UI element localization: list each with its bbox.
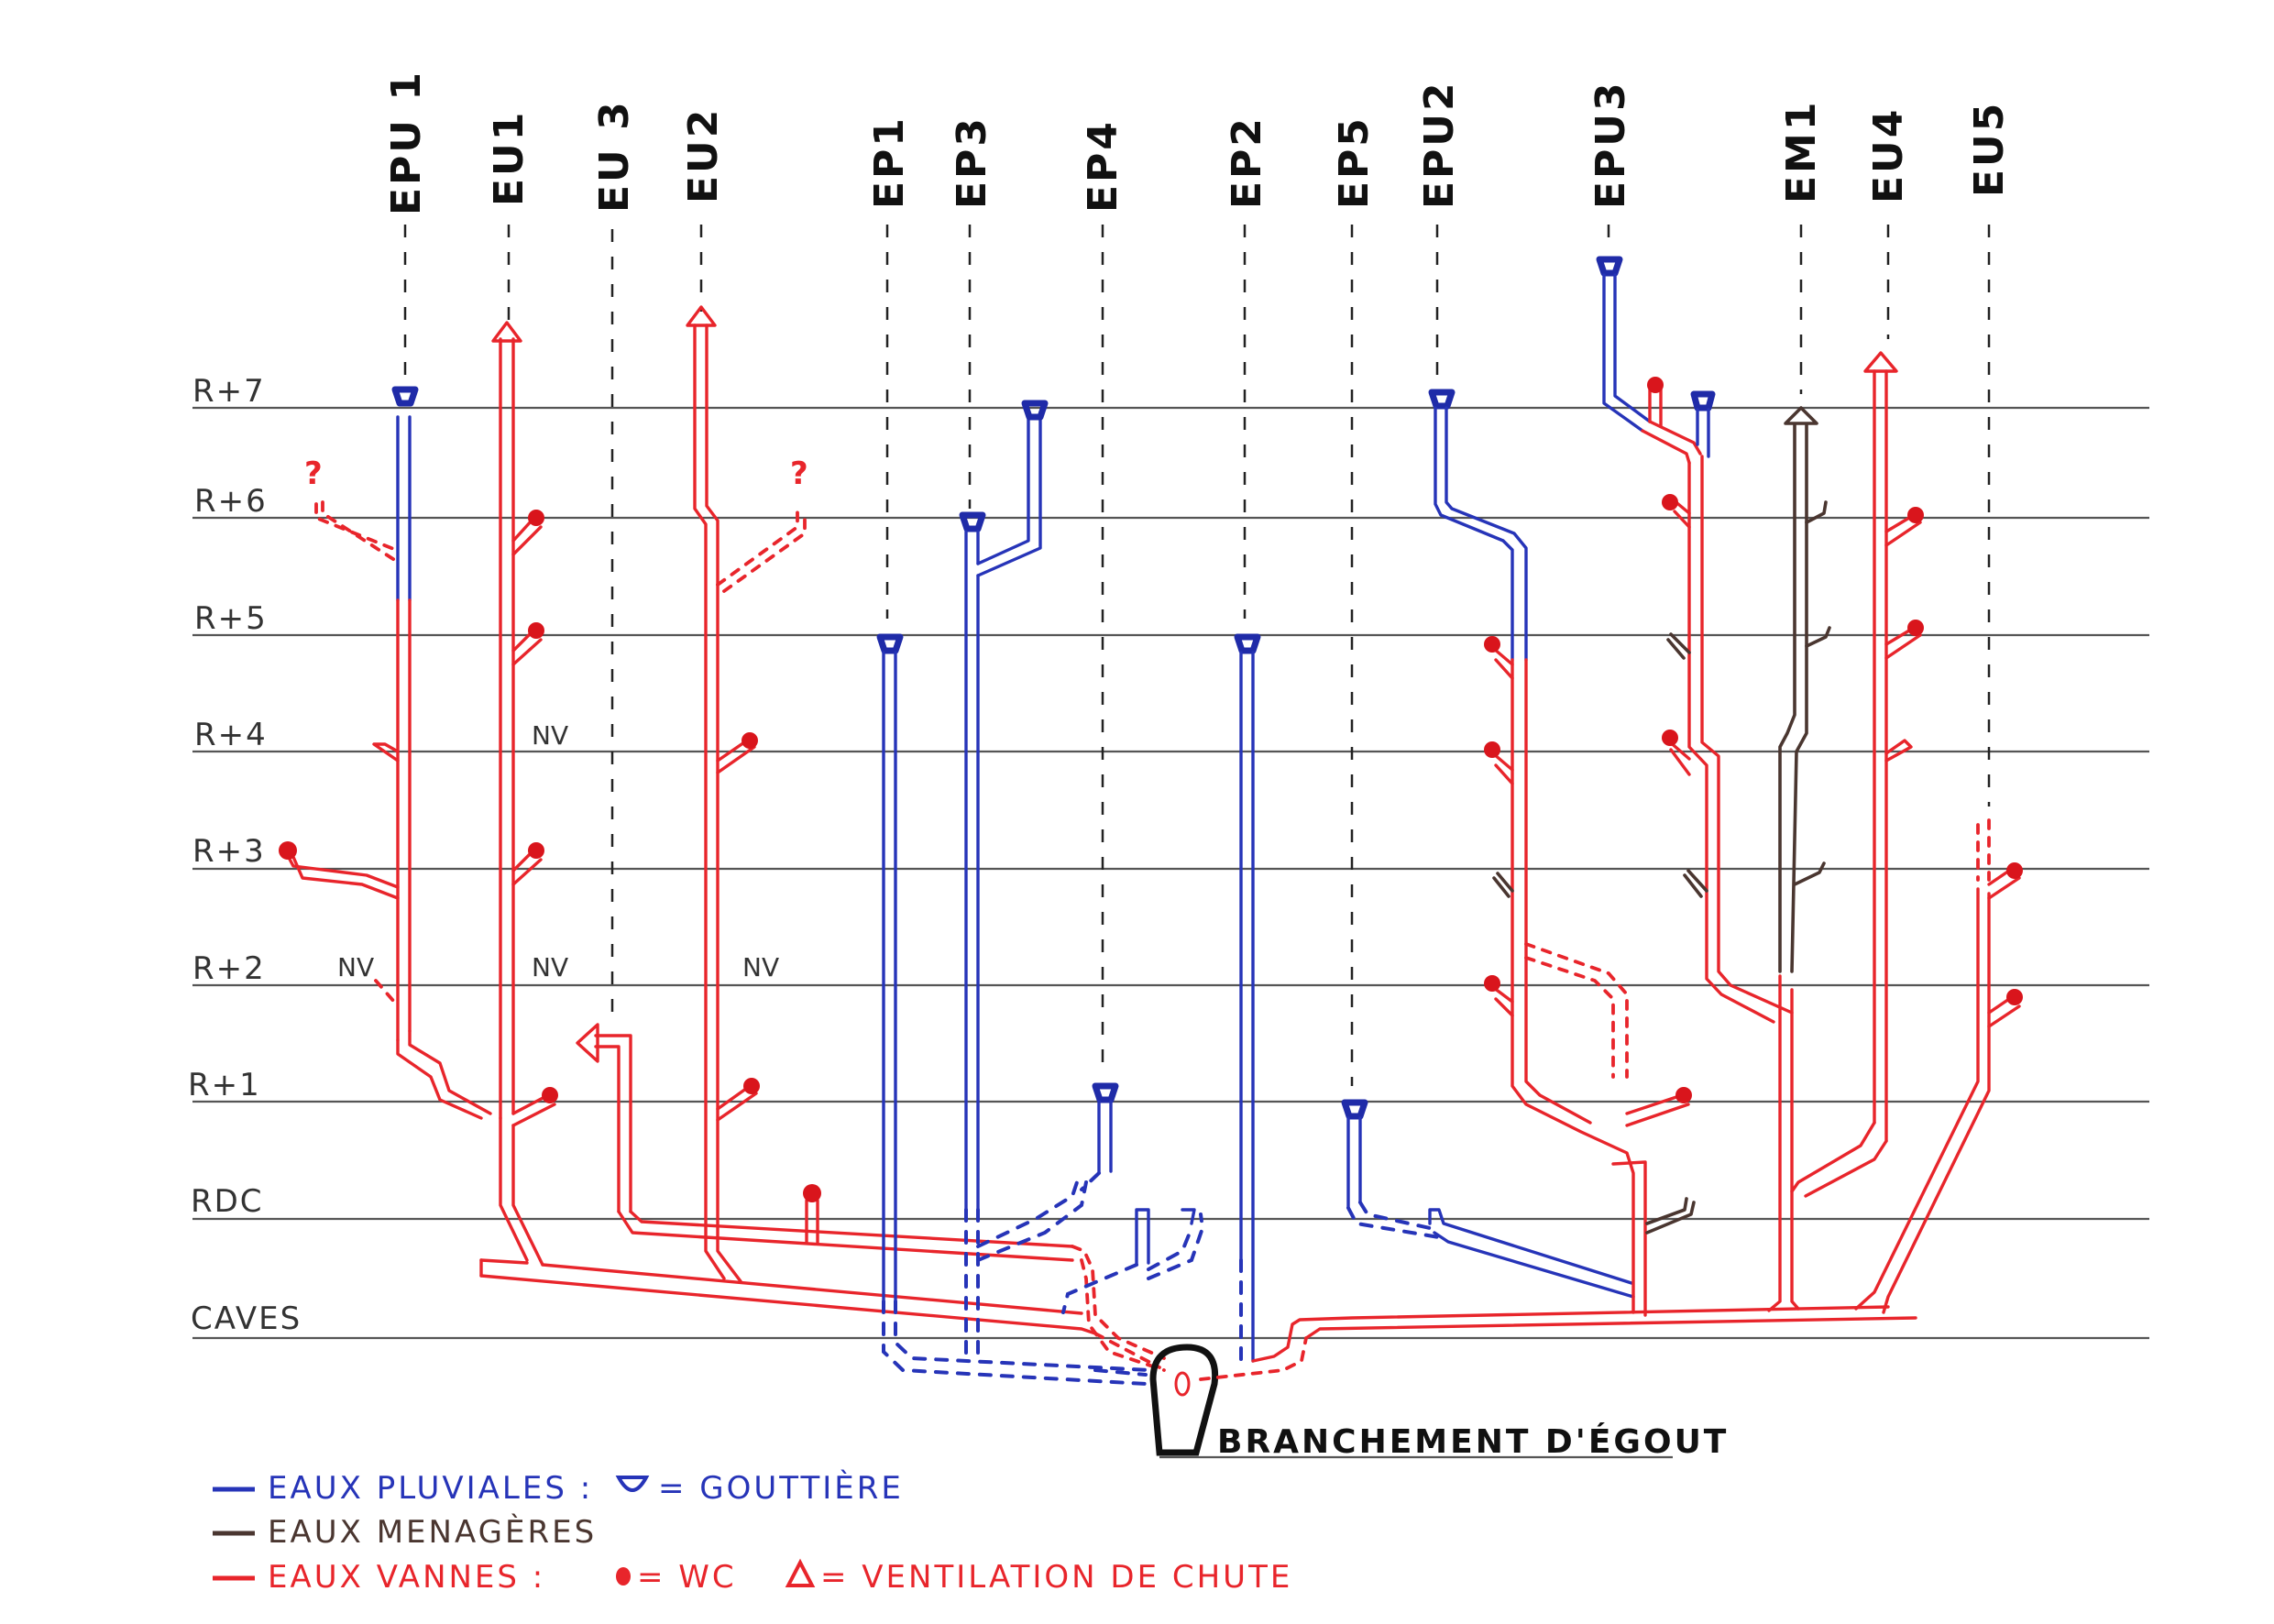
column-eu1: NV NV	[479, 321, 568, 1278]
gutter-icon	[1341, 1099, 1368, 1120]
collector-left	[479, 1245, 1166, 1372]
floor-label: R+6	[194, 483, 268, 520]
unknown-marker: ?	[304, 455, 323, 492]
nv-label: NV	[532, 952, 568, 982]
column-label-em1: EM1	[1778, 100, 1825, 203]
legend-label-pluviales: EAUX PLUVIALES :	[268, 1470, 593, 1507]
column-ep1	[876, 633, 1152, 1386]
column-epu1: ? NV	[279, 386, 492, 1120]
wc-dot-icon	[279, 841, 297, 860]
column-label-ep4: EP4	[1080, 119, 1126, 213]
column-eu3	[576, 1023, 1074, 1262]
wc-dot-icon	[1484, 636, 1500, 653]
gutter-icon	[1234, 633, 1261, 654]
column-label-eu5: EU5	[1966, 101, 2013, 197]
gutter-icon	[391, 386, 419, 407]
gutter-icon	[876, 633, 904, 654]
column-label-ep5: EP5	[1331, 115, 1378, 209]
wc-dot-icon	[542, 1087, 558, 1103]
floor-label: R+5	[194, 600, 268, 637]
gutter-icon	[959, 511, 986, 532]
column-label-eu1: EU1	[486, 110, 533, 206]
column-ep2	[1234, 633, 1261, 1363]
column-label-ep3: EP3	[949, 115, 995, 209]
unknown-marker: ?	[790, 455, 808, 492]
gutter-icon	[1596, 256, 1623, 277]
wc-dot-icon	[1907, 620, 1924, 636]
wc-dot-icon	[1662, 730, 1678, 746]
vent-triangle-icon	[1863, 351, 1898, 373]
wc-dot-icon	[2006, 862, 2023, 879]
wc-dot-icon	[803, 1184, 821, 1202]
wc-dot-icon	[1907, 507, 1924, 523]
sewer-manhole-icon	[1149, 1344, 1219, 1456]
floor-label: RDC	[191, 1183, 264, 1220]
wc-dot-icon	[743, 1078, 760, 1094]
wc-dot-icon	[616, 1567, 631, 1586]
sewer-label: BRANCHEMENT D'ÉGOUT	[1217, 1422, 1729, 1461]
sewer-inlet-icon	[1174, 1371, 1191, 1397]
wc-dot-icon	[1675, 1087, 1692, 1103]
column-label-epu2: EPU2	[1416, 80, 1463, 209]
column-label-epu1: EPU 1	[383, 70, 430, 215]
floor-label: CAVES	[191, 1300, 302, 1337]
column-eu5	[1854, 818, 2023, 1314]
wc-dot-icon	[1662, 494, 1678, 510]
sewer-connection: BRANCHEMENT D'ÉGOUT	[1093, 1305, 1917, 1461]
floor-grid	[192, 406, 2149, 1459]
gutter-icon	[1428, 389, 1456, 410]
wc-dot-icon	[742, 732, 758, 749]
vent-triangle-icon	[686, 305, 717, 327]
wc-dot-icon	[1484, 741, 1500, 758]
gutter-icon	[1092, 1082, 1119, 1103]
wc-dot-icon	[528, 510, 544, 526]
column-guides	[403, 225, 1991, 1086]
floor-label: R+2	[192, 950, 266, 987]
wc-dot-icon	[528, 842, 544, 859]
column-label-eu3: EU 3	[591, 99, 638, 213]
column-label-eu2: EU2	[680, 107, 727, 203]
column-ep4	[1061, 1082, 1205, 1314]
legend-symbol-wc: = WC	[637, 1559, 737, 1596]
column-labels: EPU 1 EU1 EU 3 EU2 EP1 EP3 EP4 EP2 EP5 E…	[383, 70, 2013, 215]
legend-symbol-vent: = VENTILATION DE CHUTE	[820, 1559, 1292, 1596]
column-label-epu3: EPU3	[1587, 80, 1634, 209]
legend: EAUX PLUVIALES : = GOUTTIÈRE EAUX MENAGÈ…	[213, 1469, 1292, 1596]
floor-label: R+7	[192, 373, 266, 410]
legend-label-vannes: EAUX VANNES :	[268, 1559, 545, 1596]
gutter-icon	[1690, 390, 1716, 411]
nv-label: NV	[742, 952, 779, 982]
wc-dot-icon	[1484, 975, 1500, 992]
vent-triangle-icon	[491, 321, 522, 343]
vent-triangle-icon	[785, 1558, 816, 1587]
legend-symbol-gutter: = GOUTTIÈRE	[658, 1469, 904, 1507]
column-label-eu4: EU4	[1865, 107, 1912, 203]
vent-triangle-icon	[576, 1023, 599, 1063]
nv-label: NV	[337, 952, 374, 982]
column-ep5	[1341, 1099, 1635, 1299]
column-ep3	[959, 400, 1088, 1356]
column-epu2	[1428, 389, 1696, 1317]
column-epu3	[1596, 256, 1794, 1024]
vent-triangle-icon	[1784, 406, 1818, 425]
legend-label-menageres: EAUX MENAGÈRES	[268, 1513, 597, 1551]
floor-label: R+4	[194, 717, 268, 753]
wc-dot-icon	[1647, 377, 1664, 393]
column-eu4	[1790, 351, 1924, 1198]
floor-label: R+3	[192, 833, 266, 870]
gutter-icon	[615, 1476, 650, 1492]
floor-labels: R+7 R+6 R+5 R+4 R+3 R+2 R+1 RDC CAVES	[188, 373, 302, 1337]
column-eu2: ? NV	[686, 305, 821, 1283]
column-label-ep1: EP1	[866, 115, 913, 209]
wc-dot-icon	[2006, 989, 2023, 1005]
column-label-ep2: EP2	[1224, 115, 1270, 209]
floor-label: R+1	[188, 1067, 261, 1103]
column-em1	[1767, 406, 1831, 1312]
nv-label: NV	[532, 720, 568, 751]
wc-dot-icon	[528, 622, 544, 639]
gutter-icon	[1021, 400, 1049, 421]
